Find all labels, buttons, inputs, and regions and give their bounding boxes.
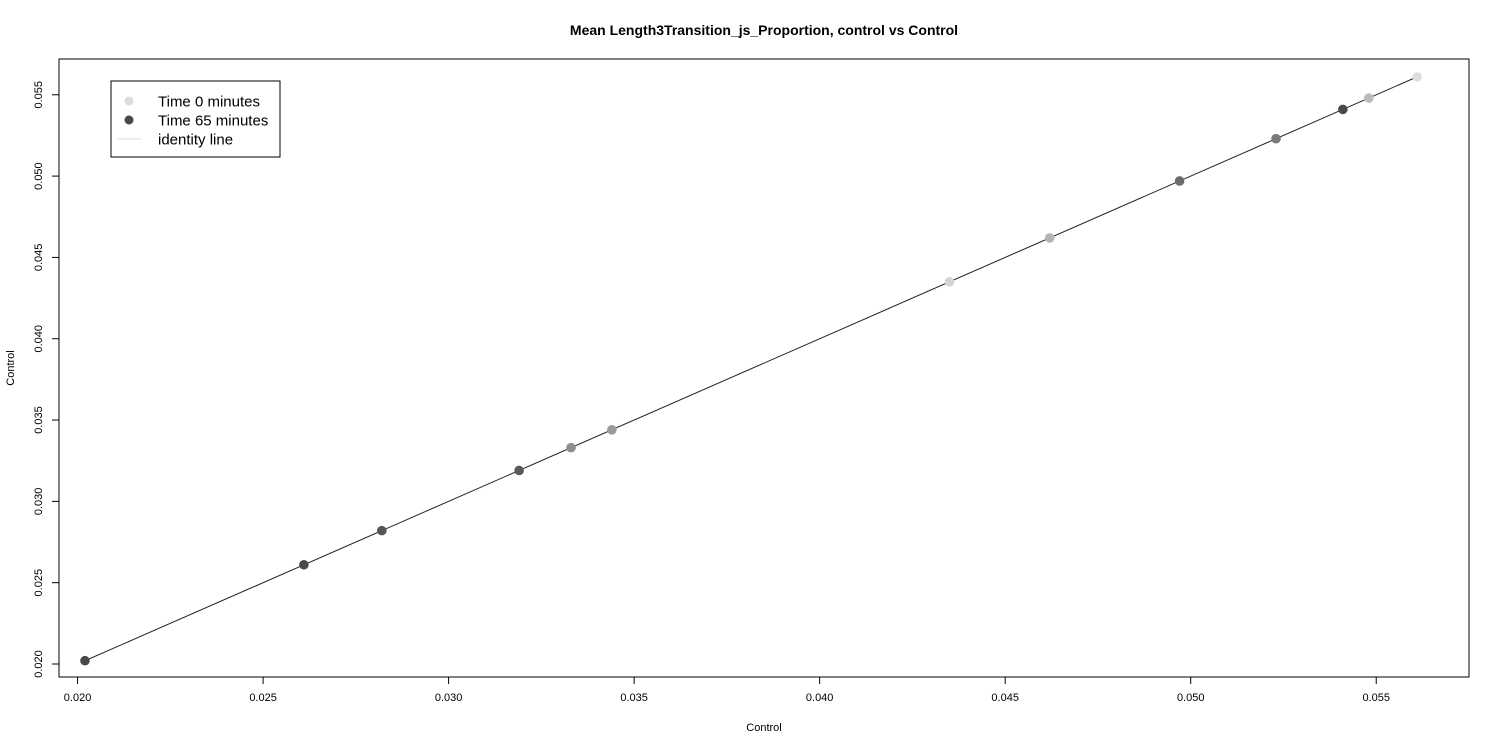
- y-tick-label: 0.045: [33, 244, 45, 272]
- data-point: [1271, 133, 1281, 144]
- data-point: [1364, 93, 1374, 103]
- data-point: [1338, 104, 1348, 115]
- y-tick-label: 0.025: [33, 569, 45, 597]
- data-point: [1044, 233, 1055, 243]
- identity-line: [84, 78, 1414, 662]
- legend-label-time-0: Time 0 minutes: [158, 94, 260, 111]
- y-tick-label: 0.035: [33, 406, 45, 434]
- data-point: [566, 442, 576, 453]
- data-point: [1174, 176, 1185, 186]
- data-point: [944, 277, 955, 287]
- x-axis: 0.020 0.025 0.030 0.035 0.040 0.045 0.050 0.055: [64, 676, 1390, 704]
- data-point: [377, 525, 387, 536]
- y-tick-label: 0.030: [33, 488, 45, 516]
- legend-label-identity-line: identity line: [158, 132, 233, 149]
- y-tick-label: 0.055: [33, 81, 45, 109]
- x-tick-label: 0.030: [435, 692, 463, 704]
- x-tick-label: 0.025: [249, 692, 277, 704]
- x-axis-label: Control: [746, 722, 781, 734]
- y-axis: 0.020 0.025 0.030 0.035 0.040 0.045 0.050 0.055: [33, 81, 60, 678]
- y-tick-label: 0.050: [33, 162, 45, 190]
- x-tick-label: 0.035: [620, 692, 648, 704]
- data-point: [299, 559, 309, 570]
- x-tick-label: 0.050: [1177, 692, 1205, 704]
- legend-marker-time-65: [124, 115, 134, 125]
- chart-title: Mean Length3Transition_js_Proportion, co…: [570, 22, 958, 38]
- data-point: [1412, 72, 1422, 82]
- x-tick-label: 0.040: [806, 692, 834, 704]
- x-tick-label: 0.045: [991, 692, 1019, 704]
- legend-label-time-65: Time 65 minutes: [158, 113, 268, 130]
- legend-box: [110, 80, 281, 158]
- data-point: [80, 655, 90, 666]
- y-tick-label: 0.020: [33, 650, 45, 678]
- y-tick-label: 0.040: [33, 325, 45, 353]
- data-point: [514, 465, 524, 476]
- x-tick-label: 0.055: [1362, 692, 1390, 704]
- y-axis-label: Control: [5, 350, 17, 385]
- data-point: [607, 425, 617, 435]
- data-points: [80, 72, 1422, 666]
- legend: Time 0 minutes Time 65 minutes identity …: [110, 80, 281, 158]
- legend-marker-time-0: [124, 96, 134, 106]
- x-tick-label: 0.020: [64, 692, 92, 704]
